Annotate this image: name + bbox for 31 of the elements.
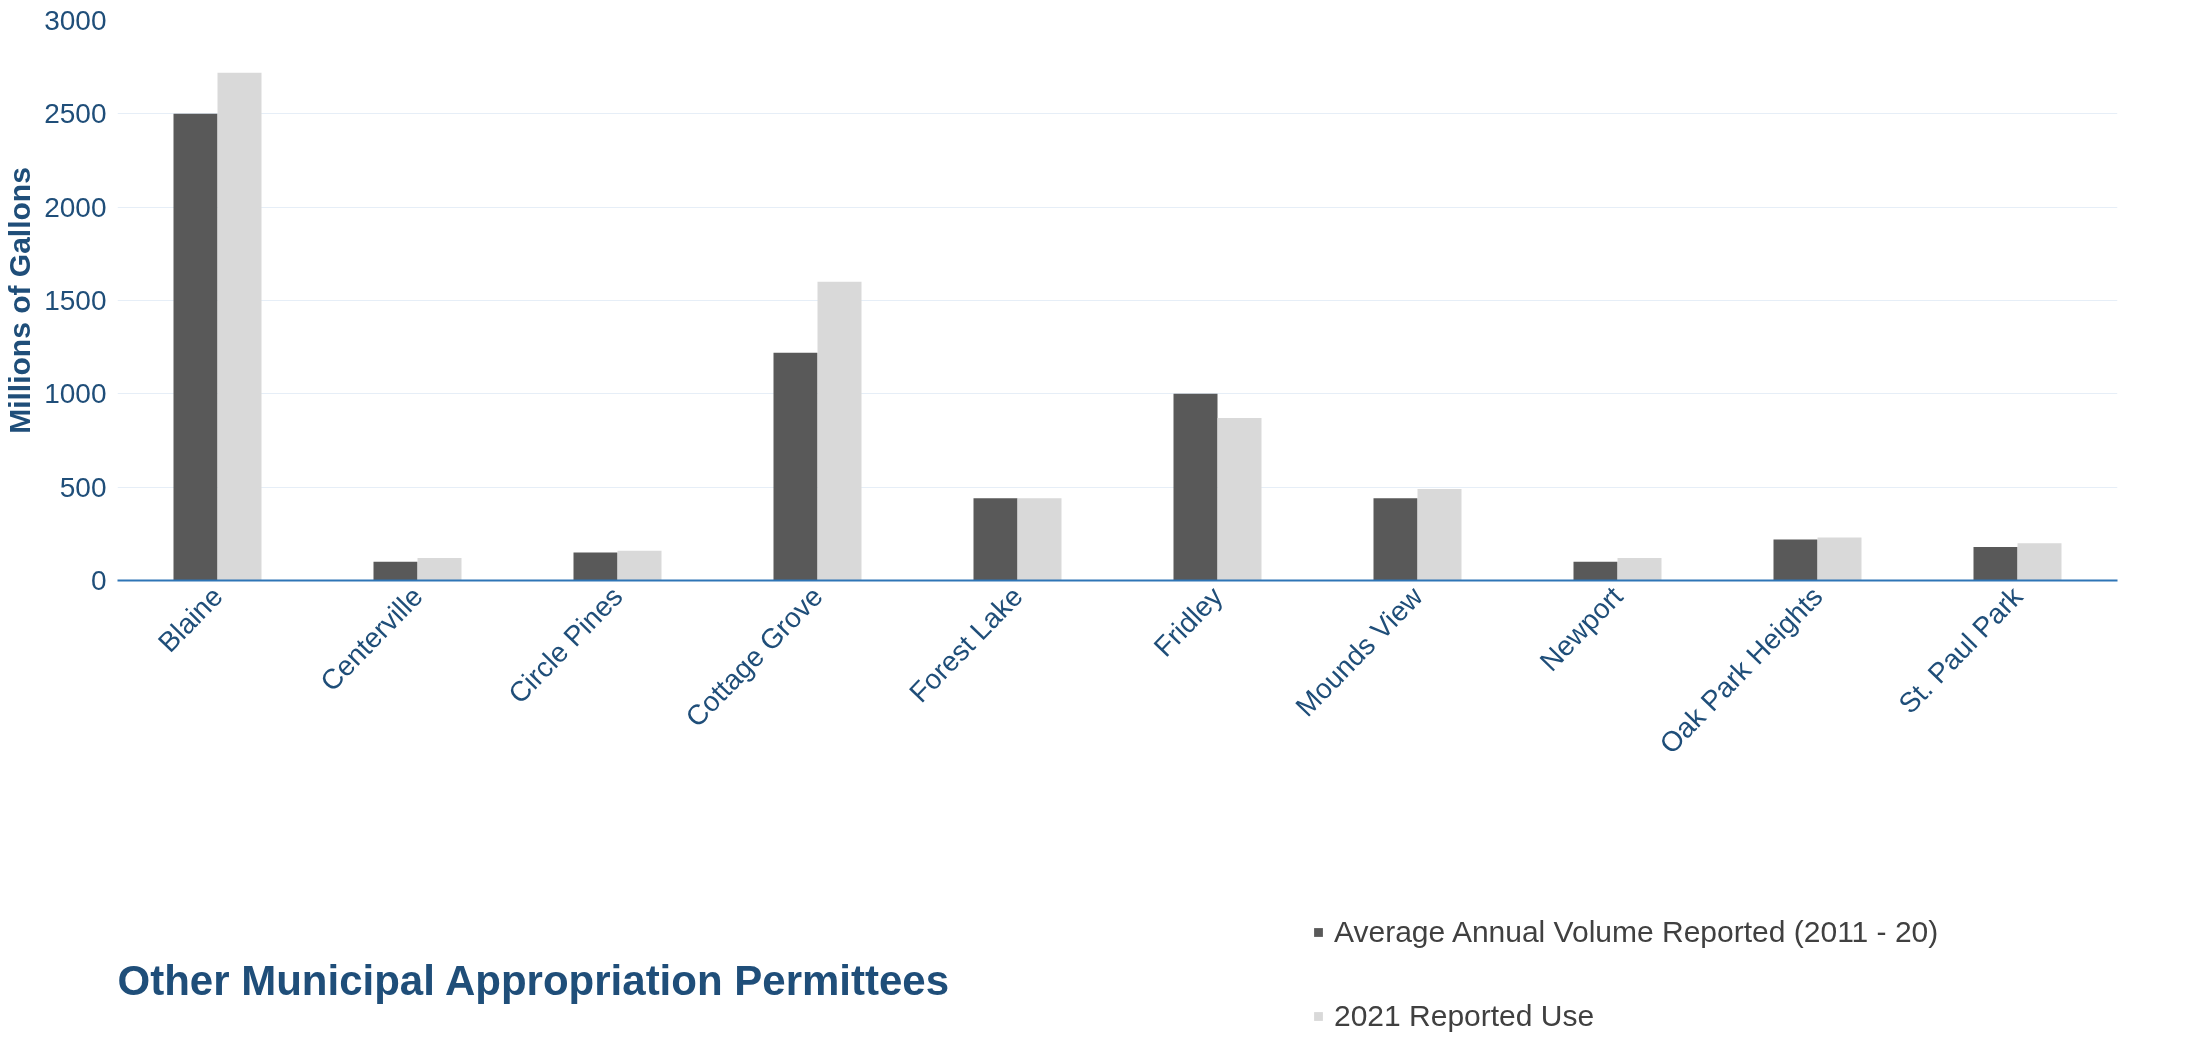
bar — [817, 281, 862, 581]
bar — [1173, 393, 1218, 581]
bar — [1217, 418, 1262, 581]
bar — [973, 498, 1018, 581]
bar — [573, 552, 618, 581]
bar — [217, 72, 262, 581]
bar — [1773, 539, 1818, 581]
legend-label: Average Annual Volume Reported (2011 - 20) — [1334, 915, 1939, 949]
y-tick-label: 3000 — [44, 5, 107, 36]
bar — [1617, 558, 1662, 581]
y-tick-label: 0 — [90, 565, 107, 596]
text: Other Municipal Appropriation Permittees — [117, 956, 950, 1004]
y-tick-label: 1500 — [44, 285, 107, 316]
y-tick-label: 2500 — [44, 98, 107, 130]
bar — [1017, 498, 1062, 581]
bar — [2017, 543, 2062, 581]
bar — [773, 352, 818, 581]
bar — [1817, 537, 1862, 581]
bar — [373, 561, 418, 581]
y-tick-label: 2000 — [44, 191, 107, 223]
legend-label: 2021 Reported Use — [1334, 999, 1595, 1033]
bar — [1573, 561, 1618, 581]
bar — [1373, 498, 1418, 581]
bar — [617, 550, 662, 581]
y-tick-label: 500 — [59, 471, 107, 503]
bar — [173, 113, 218, 581]
y-axis-title: Millions of Gallons — [3, 167, 37, 434]
bar — [1973, 546, 2018, 581]
y-tick-label: 1000 — [44, 378, 107, 410]
bar — [1417, 489, 1462, 581]
bar — [417, 558, 462, 581]
